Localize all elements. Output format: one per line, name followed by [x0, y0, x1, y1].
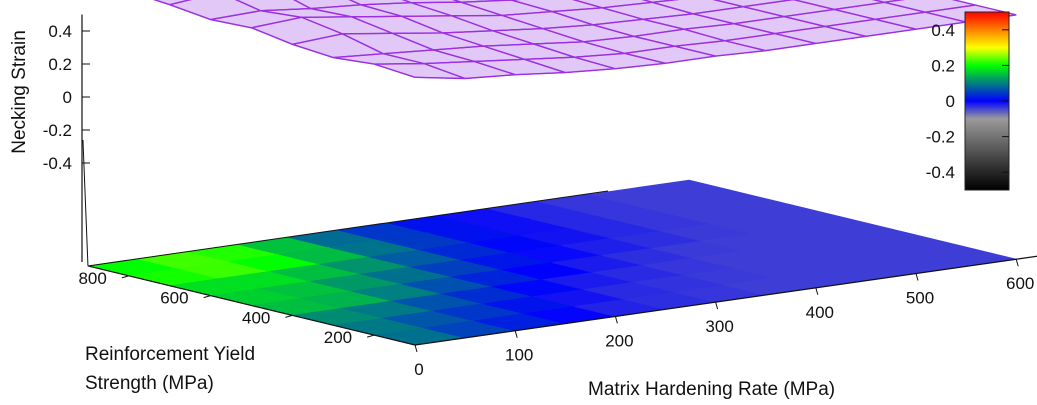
y-tick-label: 600 — [160, 289, 188, 308]
x-tick-label: 100 — [505, 346, 533, 365]
z-axis: 0.4 0.2 0 -0.2 -0.4 — [43, 15, 90, 263]
y-axis-label-line-2: Strength (MPa) — [85, 373, 214, 394]
x-tick-mark — [515, 331, 517, 338]
x-tick-label: 200 — [605, 331, 633, 350]
x-tick-mark — [615, 316, 617, 323]
y-tick-mark — [204, 296, 211, 298]
z-tick-label: -0.2 — [43, 121, 72, 140]
x-tick-mark — [916, 274, 918, 281]
colorbar-tick-label: 0 — [946, 92, 955, 111]
vertical-edge-line — [83, 140, 88, 266]
y-tick-label: 200 — [324, 328, 352, 347]
y-axis-label-line-1: Reinforcement Yield — [85, 344, 255, 365]
x-tick-mark — [716, 302, 718, 309]
colorbar-tick-label: 0.2 — [931, 56, 955, 75]
x-tick-label: 0 — [414, 360, 423, 379]
x-tick-label: 600 — [1006, 274, 1034, 293]
colorbar-tick-label: -0.2 — [926, 128, 955, 147]
y-tick-label: 800 — [78, 269, 106, 288]
y-tick-mark — [122, 276, 129, 278]
z-tick-label: 0 — [63, 88, 72, 107]
z-axis-label: Necking Strain — [9, 30, 30, 154]
x-tick-label: 300 — [705, 317, 733, 336]
x-tick-mark — [1016, 259, 1018, 266]
x-tick-label: 500 — [906, 289, 934, 308]
y-tick-label: 400 — [242, 308, 270, 327]
x-tick-label: 400 — [806, 303, 834, 322]
y-tick-mark — [367, 335, 374, 337]
z-tick-label: -0.4 — [43, 154, 72, 173]
x-tick-mark — [816, 288, 818, 295]
contour-map — [88, 180, 1016, 345]
colorbar-tick-label: -0.4 — [926, 163, 955, 182]
colorbar: 0.4 0.2 0 -0.2 -0.4 — [926, 12, 1009, 190]
surface-mesh — [88, 0, 1016, 79]
z-tick-label: 0.2 — [48, 55, 72, 74]
x-axis-label: Matrix Hardening Rate (MPa) — [588, 379, 835, 400]
colorbar-tick-label: 0.4 — [931, 21, 955, 40]
x-tick-mark — [415, 345, 417, 352]
z-tick-label: 0.4 — [48, 22, 72, 41]
y-tick-mark — [285, 315, 292, 317]
